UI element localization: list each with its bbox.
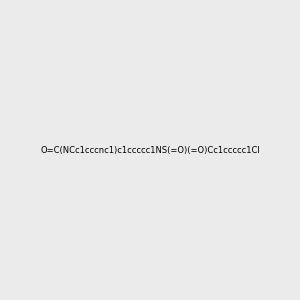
Text: O=C(NCc1cccnc1)c1ccccc1NS(=O)(=O)Cc1ccccc1Cl: O=C(NCc1cccnc1)c1ccccc1NS(=O)(=O)Cc1cccc… bbox=[40, 146, 260, 154]
